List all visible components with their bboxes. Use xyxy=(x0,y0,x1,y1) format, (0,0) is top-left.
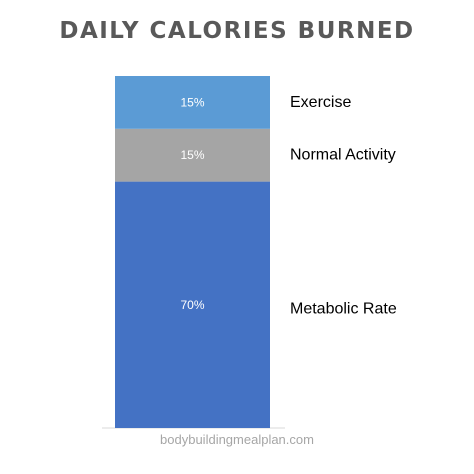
bar-segment-exercise xyxy=(115,76,270,129)
data-label-metabolic-rate: 70% xyxy=(180,298,204,312)
data-label-normal-activity: 15% xyxy=(180,148,204,162)
chart-title: DAILY CALORIES BURNED xyxy=(59,18,415,44)
series-label-exercise: Exercise xyxy=(290,94,351,111)
bar-segment-metabolic-rate xyxy=(115,181,270,428)
bar-segment-normal-activity xyxy=(115,128,270,182)
series-label-metabolic-rate: Metabolic Rate xyxy=(290,300,397,317)
series-label-normal-activity: Normal Activity xyxy=(290,147,396,164)
watermark: bodybuildingmealplan.com xyxy=(160,432,314,447)
data-label-exercise: 15% xyxy=(180,95,204,109)
